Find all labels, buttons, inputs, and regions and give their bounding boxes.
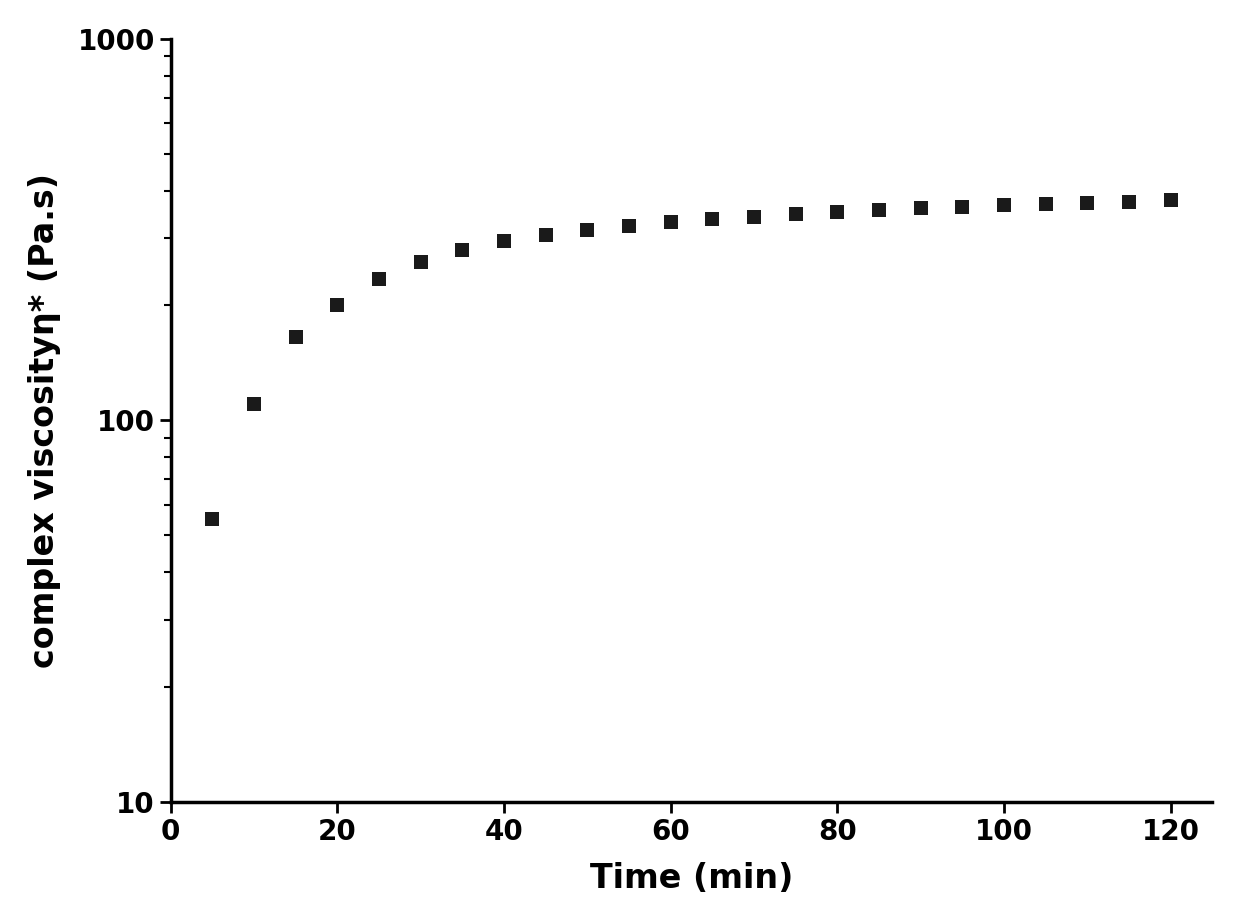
- Point: [536, 228, 556, 243]
- Point: [327, 298, 347, 313]
- Point: [1118, 195, 1138, 210]
- Point: [202, 512, 222, 527]
- Point: [1161, 193, 1180, 208]
- Point: [827, 204, 847, 219]
- Y-axis label: complex viscosityη* (Pa.s): complex viscosityη* (Pa.s): [27, 173, 61, 667]
- Point: [1035, 197, 1055, 211]
- Point: [994, 198, 1014, 212]
- Point: [453, 242, 472, 257]
- Point: [744, 210, 764, 224]
- Point: [702, 211, 722, 226]
- Point: [370, 271, 389, 286]
- Point: [1078, 195, 1097, 210]
- Point: [286, 330, 306, 344]
- Point: [619, 219, 639, 234]
- Point: [244, 397, 264, 412]
- Point: [786, 207, 806, 222]
- Point: [494, 234, 513, 248]
- Point: [910, 200, 930, 215]
- Point: [410, 255, 430, 270]
- Point: [578, 222, 598, 237]
- Point: [952, 199, 972, 214]
- Point: [869, 202, 889, 217]
- Point: [661, 215, 681, 230]
- X-axis label: Time (min): Time (min): [590, 862, 794, 895]
